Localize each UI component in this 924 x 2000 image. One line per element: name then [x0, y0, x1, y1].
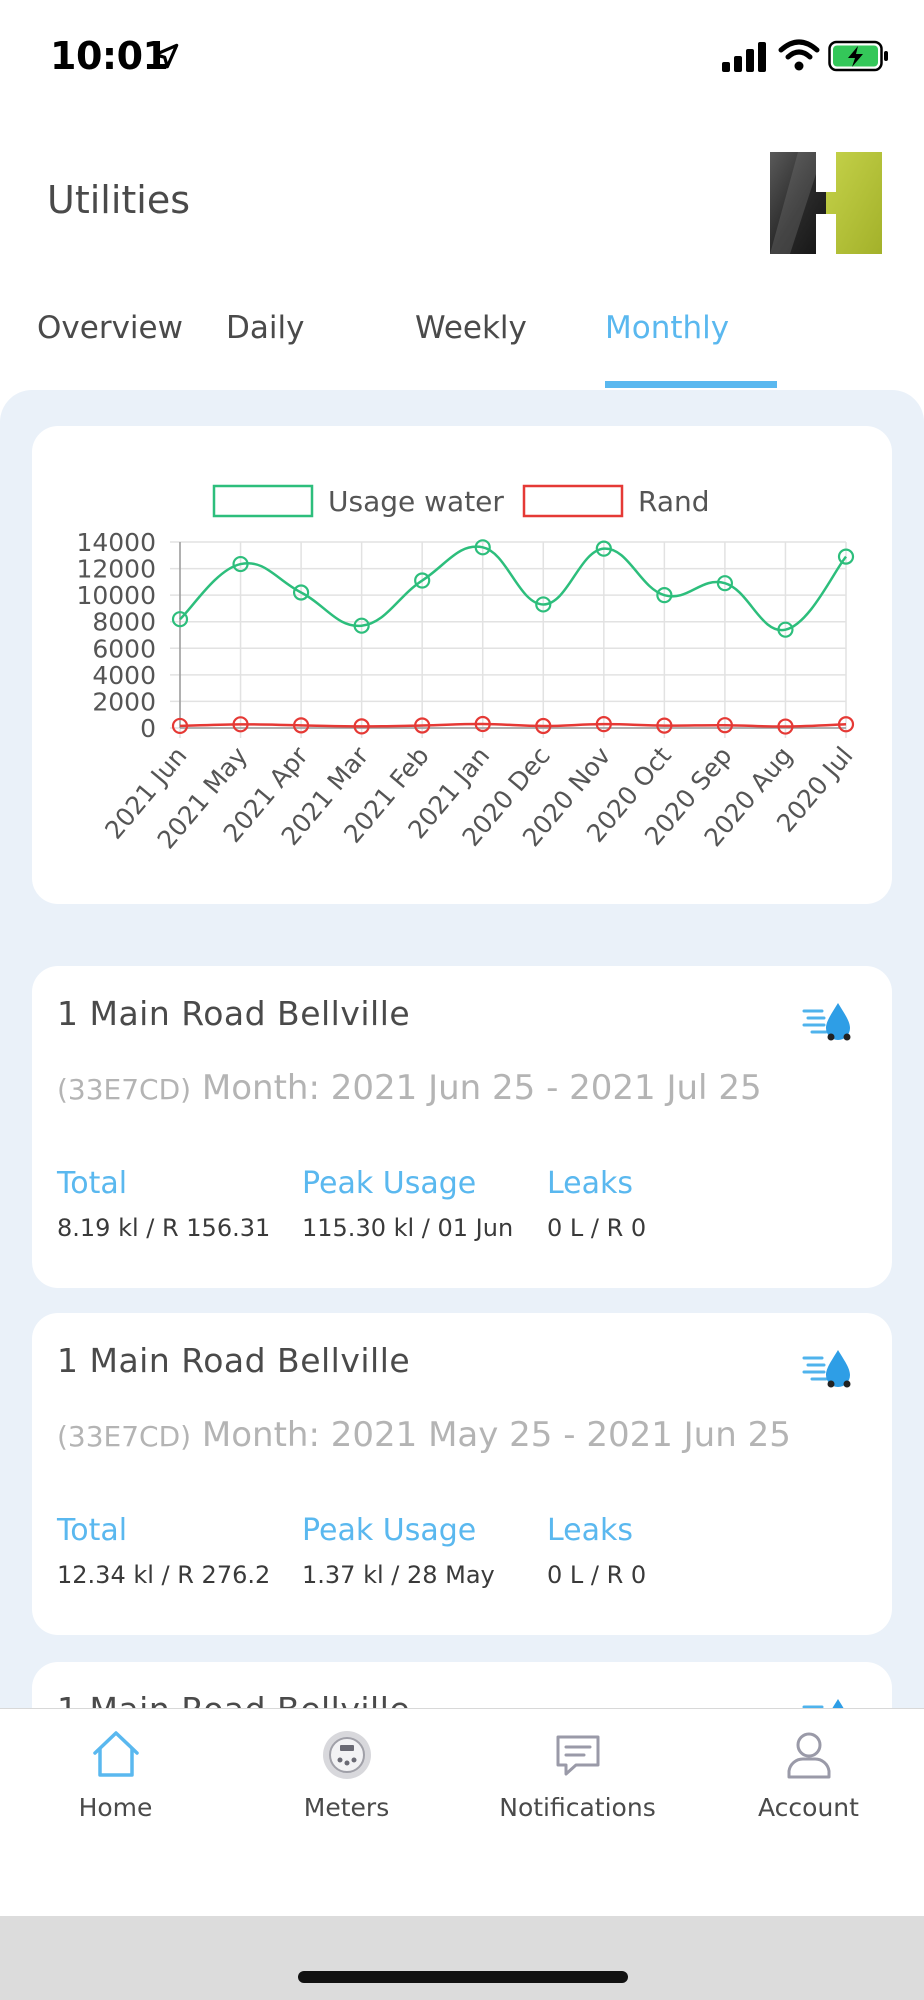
tab-overview[interactable]: Overview [37, 310, 183, 346]
wifi-icon [778, 39, 820, 71]
peak-usage-value: 1.37 kl / 28 May [302, 1561, 495, 1589]
home-icon [93, 1731, 139, 1777]
data-point-usage-water [171, 611, 189, 628]
legend-label-rand: Rand [638, 485, 710, 518]
peak-usage-value: 115.30 kl / 01 Jun [302, 1214, 514, 1242]
nav-meters-label: Meters [303, 1793, 390, 1822]
series-line-usage-water [179, 545, 847, 632]
y-tick-label: 10000 [76, 581, 156, 610]
reading-card[interactable]: 1 Main Road Bellville (33E7CD) Month: 20… [32, 966, 892, 1288]
nav-account-label: Account [758, 1793, 859, 1822]
data-point-rand [777, 718, 794, 735]
property-address: 1 Main Road Bellville [57, 994, 411, 1033]
total-label: Total [57, 1513, 128, 1548]
y-tick-label: 2000 [92, 687, 156, 716]
data-point-rand [232, 716, 249, 733]
nav-home-label: Home [78, 1793, 153, 1822]
bottom-navigation: Home Meters Notifications Account [0, 1708, 924, 1916]
location-arrow-icon [153, 43, 179, 69]
nav-meters[interactable]: Meters [231, 1709, 462, 1829]
data-point-rand [474, 715, 491, 733]
header: Utilities [0, 110, 924, 280]
property-address: 1 Main Road Bellville [57, 1341, 411, 1380]
tab-daily[interactable]: Daily [226, 310, 305, 346]
legend-label-usage-water: Usage water [328, 485, 504, 518]
reading-period: (33E7CD) Month: 2021 Jun 25 - 2021 Jul 2… [57, 1068, 762, 1108]
status-bar: 10:01 [0, 0, 924, 110]
meter-id: (33E7CD) [57, 1073, 192, 1106]
peak-usage-label: Peak Usage [302, 1166, 477, 1201]
total-label: Total [57, 1166, 128, 1201]
home-indicator[interactable] [298, 1971, 628, 1983]
nav-account[interactable]: Account [693, 1709, 924, 1829]
data-point-usage-water [292, 584, 310, 601]
data-point-rand [595, 716, 612, 733]
usage-chart-card: 0 2000 4000 6000 8000 10000 12000 14000 2021 Jun… [32, 426, 892, 904]
data-point-usage-water [777, 621, 794, 638]
home-indicator-bar [0, 1916, 924, 2000]
leaks-label: Leaks [547, 1513, 634, 1548]
nav-notifications[interactable]: Notifications [462, 1709, 693, 1829]
leaks-value: 0 L / R 0 [547, 1214, 647, 1242]
leaks-label: Leaks [547, 1166, 634, 1201]
data-point-rand [535, 717, 552, 735]
data-point-usage-water [353, 617, 370, 634]
total-value: 8.19 kl / R 156.31 [57, 1214, 271, 1242]
water-meter-icon [802, 1350, 851, 1388]
chat-icon [556, 1735, 600, 1776]
data-point-rand [414, 717, 431, 734]
data-point-usage-water [656, 587, 673, 604]
data-point-rand [292, 717, 310, 734]
y-tick-label: 4000 [92, 661, 156, 690]
data-point-rand [353, 718, 370, 735]
active-tab-indicator [605, 381, 777, 388]
y-tick-label: 8000 [92, 608, 156, 637]
data-point-usage-water [474, 539, 491, 556]
data-point-rand [171, 717, 189, 735]
data-point-usage-water [716, 575, 734, 592]
cellular-signal-icon [722, 42, 766, 72]
series-line-rand [179, 722, 847, 728]
total-value: 12.34 kl / R 276.2 [57, 1561, 271, 1589]
water-meter-icon [802, 1003, 851, 1041]
data-point-usage-water [837, 548, 855, 565]
reading-period: (33E7CD) Month: 2021 May 25 - 2021 Jun 2… [57, 1415, 791, 1455]
meter-icon [323, 1731, 371, 1779]
y-tick-label: 6000 [92, 634, 156, 663]
meter-id: (33E7CD) [57, 1420, 192, 1453]
battery-charging-icon [828, 40, 888, 72]
y-tick-label: 0 [140, 714, 156, 743]
reading-card[interactable]: 1 Main Road Bellville (33E7CD) Month: 20… [32, 1313, 892, 1635]
y-tick-label: 12000 [76, 555, 156, 584]
data-point-rand [837, 716, 855, 733]
period-text: Month: 2021 Jun 25 - 2021 Jul 25 [201, 1068, 762, 1108]
legend-swatch-rand [522, 484, 624, 518]
data-point-rand [716, 717, 734, 734]
data-point-usage-water [414, 572, 431, 589]
nav-notifications-label: Notifications [499, 1793, 656, 1822]
legend-swatch-usage-water [212, 484, 314, 518]
data-point-rand [656, 717, 673, 734]
peak-usage-label: Peak Usage [302, 1513, 477, 1548]
company-logo [770, 152, 882, 254]
period-text: Month: 2021 May 25 - 2021 Jun 25 [201, 1415, 791, 1455]
tab-weekly[interactable]: Weekly [415, 310, 527, 346]
page-title: Utilities [47, 178, 191, 222]
status-time: 10:01 [50, 34, 169, 78]
tab-monthly[interactable]: Monthly [605, 310, 730, 346]
period-tabs: Overview Daily Weekly Monthly [0, 290, 924, 390]
data-point-usage-water [595, 540, 612, 557]
data-point-usage-water [535, 596, 552, 613]
y-tick-label: 14000 [76, 528, 156, 557]
leaks-value: 0 L / R 0 [547, 1561, 647, 1589]
data-point-usage-water [232, 555, 249, 573]
user-icon [787, 1732, 831, 1779]
nav-home[interactable]: Home [0, 1709, 231, 1829]
